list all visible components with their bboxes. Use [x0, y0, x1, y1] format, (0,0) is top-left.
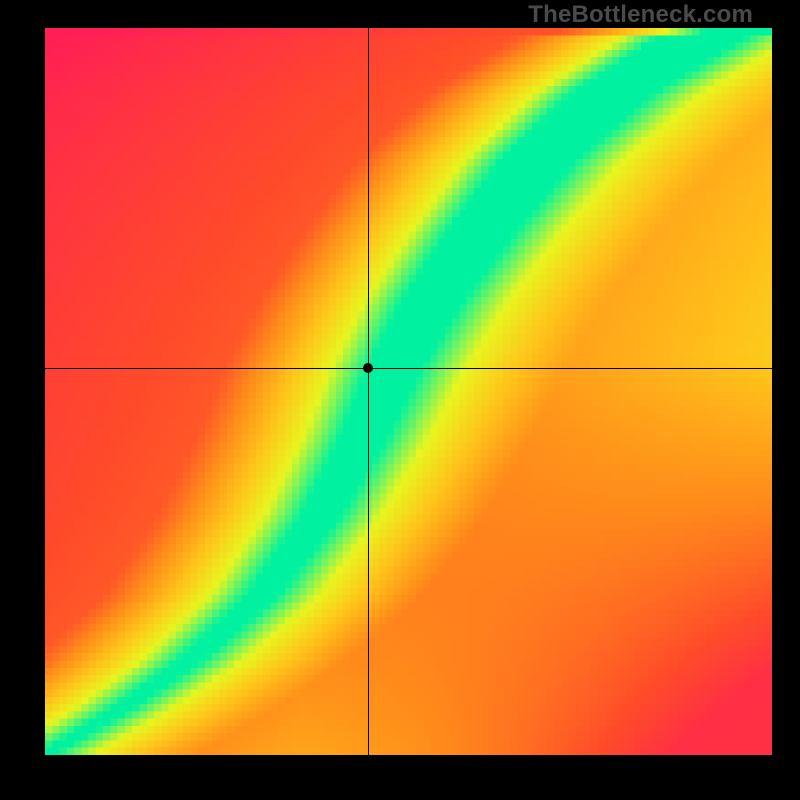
- crosshair-marker: [363, 363, 373, 373]
- crosshair-horizontal: [45, 368, 772, 369]
- chart-frame: TheBottleneck.com: [0, 0, 800, 800]
- crosshair-vertical: [368, 28, 369, 755]
- heatmap-canvas: [45, 28, 772, 755]
- watermark-text: TheBottleneck.com: [528, 1, 753, 29]
